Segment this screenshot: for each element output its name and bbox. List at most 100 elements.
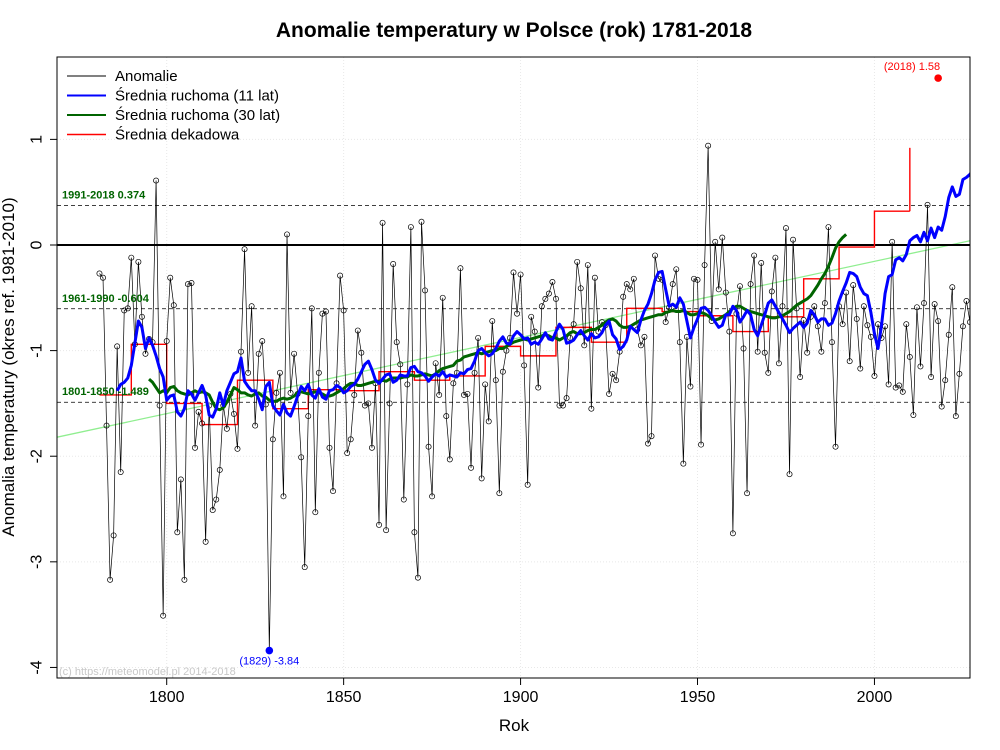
- anomaly-point: [202, 538, 209, 545]
- anomaly-point: [429, 493, 436, 500]
- anomaly-point: [729, 530, 736, 537]
- anomaly-point: [114, 343, 121, 350]
- anomaly-point: [485, 418, 492, 425]
- anomaly-point: [712, 238, 719, 245]
- anomaly-point: [992, 256, 997, 261]
- anomaly-point: [397, 361, 404, 368]
- watermark: (c) https://meteomodel.pl 2014-2018: [59, 666, 236, 678]
- anomaly-point: [563, 395, 570, 402]
- anomaly-point: [783, 225, 789, 232]
- anomaly-point: [379, 219, 386, 226]
- anomaly-point: [751, 252, 758, 259]
- anomaly-point: [174, 529, 181, 536]
- anomaly-point: [903, 321, 910, 328]
- anomaly-point: [811, 303, 818, 310]
- anomaly-point: [383, 527, 390, 534]
- anomaly-point: [489, 318, 496, 324]
- anomaly-point: [259, 338, 266, 345]
- x-tick-label: 2000: [857, 689, 893, 706]
- anomaly-point: [255, 350, 262, 357]
- anomaly-point: [818, 348, 825, 355]
- anomaly-point: [609, 370, 616, 377]
- anomaly-point: [238, 348, 244, 355]
- anomaly-point: [276, 369, 283, 376]
- anomaly-point: [170, 302, 177, 309]
- anomaly-point: [935, 318, 942, 324]
- anomaly-point: [344, 450, 351, 456]
- y-axis: -4 -3 -2 -1 0 1: [29, 135, 57, 675]
- anomaly-point: [153, 177, 160, 184]
- anomaly-point: [772, 254, 779, 261]
- anomaly-point: [924, 201, 931, 208]
- anomaly-point: [825, 224, 832, 230]
- anomaly-point: [496, 490, 503, 497]
- anomaly-point: [623, 281, 630, 288]
- anomaly-point: [963, 298, 970, 304]
- anomaly-point: [128, 254, 135, 261]
- reference-label: 1961-1990 -0.604: [62, 293, 150, 305]
- min-label: (1829) -3.84: [239, 656, 299, 668]
- anomaly-point: [432, 360, 439, 367]
- y-tick-label: -4: [29, 660, 46, 674]
- anomaly-point: [464, 390, 471, 397]
- anomaly-point: [418, 218, 425, 225]
- y-tick-label: -2: [29, 449, 46, 463]
- anomaly-point: [121, 307, 128, 314]
- anomaly-point: [471, 369, 478, 376]
- anomaly-point: [978, 285, 983, 290]
- y-tick-label: 1: [29, 135, 46, 144]
- anomaly-point: [899, 388, 906, 395]
- anomaly-point: [528, 313, 535, 320]
- anomaly-point: [747, 281, 754, 288]
- anomaly-point: [726, 328, 733, 335]
- anomaly-point: [475, 334, 482, 341]
- anomaly-point: [482, 381, 489, 388]
- anomaly-point: [443, 413, 450, 420]
- anomaly-point: [407, 224, 414, 230]
- anomaly-point: [867, 333, 874, 340]
- anomaly-point: [96, 270, 103, 277]
- anomaly-point: [361, 402, 368, 409]
- plot-frame: [56, 56, 971, 679]
- anomaly-point: [956, 370, 963, 377]
- anomaly-point: [588, 405, 595, 412]
- anomaly-point: [156, 402, 163, 409]
- anomaly-point: [514, 310, 520, 317]
- anomaly-point: [545, 290, 552, 297]
- anomaly-point: [662, 319, 669, 326]
- anomaly-point: [982, 327, 987, 332]
- legend-label: Średnia dekadowa: [115, 126, 240, 144]
- anomaly-point: [315, 369, 322, 376]
- y-tick-label: -3: [29, 555, 46, 569]
- anomaly-point: [223, 425, 230, 432]
- anomaly-point: [570, 321, 577, 328]
- anomaly-point: [510, 269, 517, 276]
- anomaly-point: [213, 496, 220, 503]
- anomaly-point: [740, 345, 747, 352]
- anomaly-point: [705, 142, 712, 149]
- anomaly-point: [340, 307, 347, 314]
- anomaly-point: [839, 321, 846, 328]
- anomaly-point: [273, 389, 280, 396]
- anomaly-point: [330, 488, 336, 495]
- anomaly-point: [142, 350, 149, 357]
- anomaly-point: [181, 576, 188, 583]
- anomaly-point: [989, 240, 994, 245]
- anomaly-point: [322, 308, 329, 315]
- anomaly-point: [422, 287, 428, 294]
- anomaly-point: [468, 464, 474, 471]
- anomaly-point: [814, 323, 821, 330]
- anomaly-point: [971, 366, 976, 371]
- anomaly-point: [910, 412, 917, 418]
- anomaly-point: [680, 460, 687, 467]
- x-tick-label: 1800: [149, 689, 185, 706]
- anomaly-point: [436, 392, 443, 398]
- anomaly-point: [637, 342, 644, 349]
- anomaly-point: [715, 286, 722, 293]
- anomaly-point: [411, 529, 418, 536]
- anomaly-point: [230, 411, 237, 417]
- anomaly-point: [722, 289, 729, 296]
- anomaly-point: [531, 328, 538, 335]
